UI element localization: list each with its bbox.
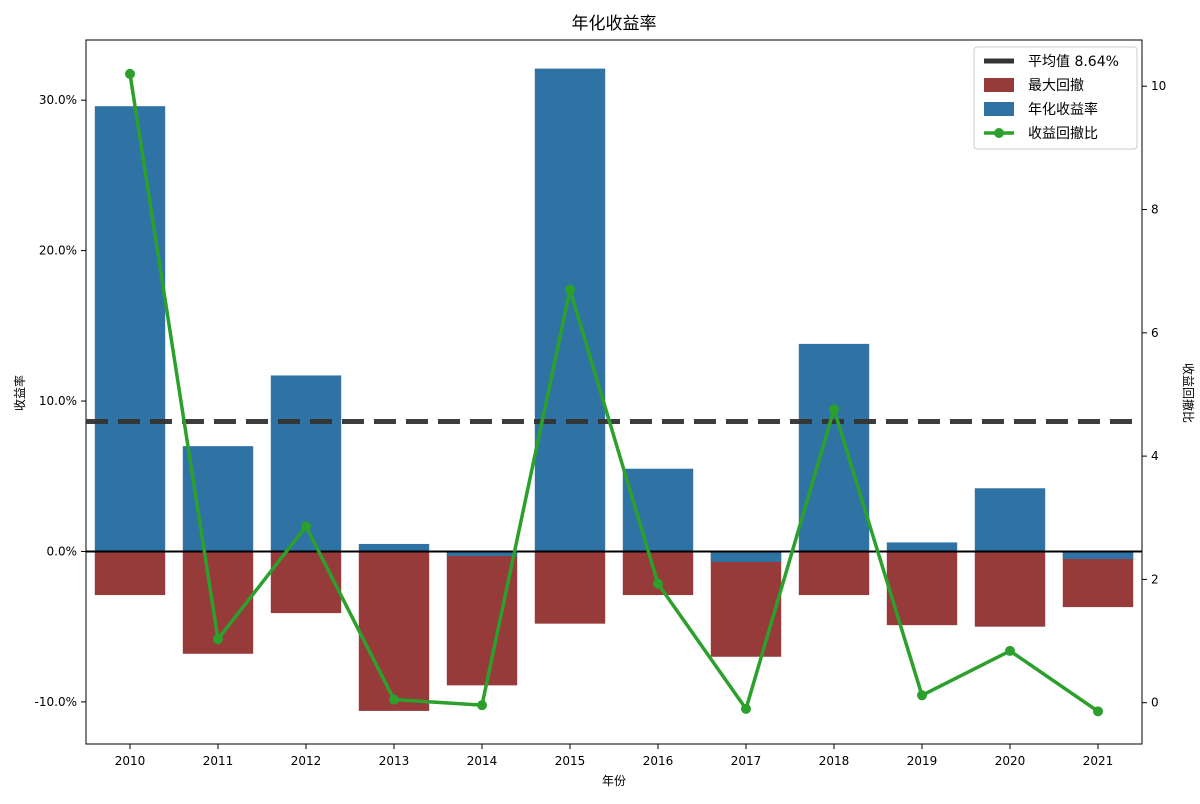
bars-layer <box>94 68 1134 711</box>
x-tick-label: 2014 <box>467 754 498 768</box>
x-tick-label: 2016 <box>643 754 674 768</box>
y-tick-label: 20.0% <box>39 244 77 258</box>
y2-tick-label: 4 <box>1151 449 1159 463</box>
y-tick-label: -10.0% <box>35 695 77 709</box>
bar-drawdown-2012 <box>270 551 342 614</box>
y2-tick-label: 10 <box>1151 79 1166 93</box>
x-axis-label: 年份 <box>602 774 626 788</box>
legend-label: 平均值 8.64% <box>1028 54 1119 70</box>
x-tick-label: 2013 <box>379 754 410 768</box>
x-tick-label: 2021 <box>1083 754 1114 768</box>
chart-title: 年化收益率 <box>572 14 657 34</box>
x-tick-label: 2012 <box>291 754 322 768</box>
bar-return-2010 <box>94 106 166 552</box>
bar-return-2020 <box>974 488 1046 552</box>
ratio-point-2019 <box>917 690 927 701</box>
legend-handle-marker <box>994 128 1004 138</box>
x-tick-label: 2010 <box>115 754 146 768</box>
line-series-layer <box>125 68 1103 717</box>
bar-return-2011 <box>182 446 254 552</box>
bar-return-2015 <box>534 68 606 552</box>
bar-drawdown-2015 <box>534 551 606 624</box>
x-tick-label: 2018 <box>819 754 850 768</box>
bar-return-2013 <box>358 543 430 552</box>
legend-handle-bar <box>984 78 1014 92</box>
ratio-point-2017 <box>741 703 751 714</box>
legend-box <box>973 46 1138 150</box>
y-axis-label: 收益率 <box>12 375 27 411</box>
y2-tick-label: 8 <box>1151 203 1159 217</box>
bar-drawdown-2020 <box>974 551 1046 627</box>
y-tick-label: 0.0% <box>47 544 78 558</box>
bar-drawdown-2014 <box>446 551 518 686</box>
y-tick-label: 30.0% <box>39 93 77 107</box>
bar-return-2021 <box>1062 551 1134 559</box>
x-tick-label: 2019 <box>907 754 938 768</box>
legend-handle-bar <box>984 102 1014 116</box>
bar-return-2017 <box>710 551 782 562</box>
x-tick-label: 2017 <box>731 754 762 768</box>
y2-axis-label: 收益回撤比 <box>1181 363 1196 423</box>
x-tick-label: 2020 <box>995 754 1026 768</box>
bar-drawdown-2018 <box>798 551 870 596</box>
y-tick-label: 10.0% <box>39 394 77 408</box>
ratio-point-2021 <box>1093 706 1103 717</box>
y2-tick-label: 2 <box>1151 572 1159 586</box>
legend-label: 最大回撤 <box>1028 78 1084 94</box>
y2-tick-label: 0 <box>1151 696 1159 710</box>
ratio-point-2013 <box>389 694 399 705</box>
legend-label: 收益回撤比 <box>1028 126 1098 142</box>
legend-label: 年化收益率 <box>1028 101 1098 118</box>
ratio-point-2014 <box>477 700 487 711</box>
bar-drawdown-2013 <box>358 551 430 711</box>
ratio-point-2016 <box>653 578 663 589</box>
ratio-point-2011 <box>213 634 223 645</box>
bar-drawdown-2019 <box>886 551 958 626</box>
bar-return-2016 <box>622 468 694 552</box>
bar-return-2019 <box>886 542 958 552</box>
ratio-line <box>128 73 1099 713</box>
ratio-point-2018 <box>829 404 839 415</box>
y2-tick-label: 6 <box>1151 326 1159 340</box>
ratio-point-2010 <box>125 68 135 79</box>
bar-drawdown-2017 <box>710 551 782 657</box>
bar-return-2018 <box>798 343 870 552</box>
bar-drawdown-2021 <box>1062 551 1134 608</box>
ratio-point-2015 <box>565 284 575 295</box>
ratio-point-2020 <box>1005 645 1015 656</box>
bar-drawdown-2010 <box>94 551 166 596</box>
ratio-point-2012 <box>301 521 311 532</box>
x-tick-label: 2011 <box>203 754 234 768</box>
x-tick-label: 2015 <box>555 754 586 768</box>
axes-layer: -10.0% 0.0% 10.0% 20.0% 30.0% 0 2 4 6 8 10 2010 2011… <box>35 79 1167 768</box>
bar-return-2014 <box>446 551 518 556</box>
plot-frame <box>85 39 1143 745</box>
